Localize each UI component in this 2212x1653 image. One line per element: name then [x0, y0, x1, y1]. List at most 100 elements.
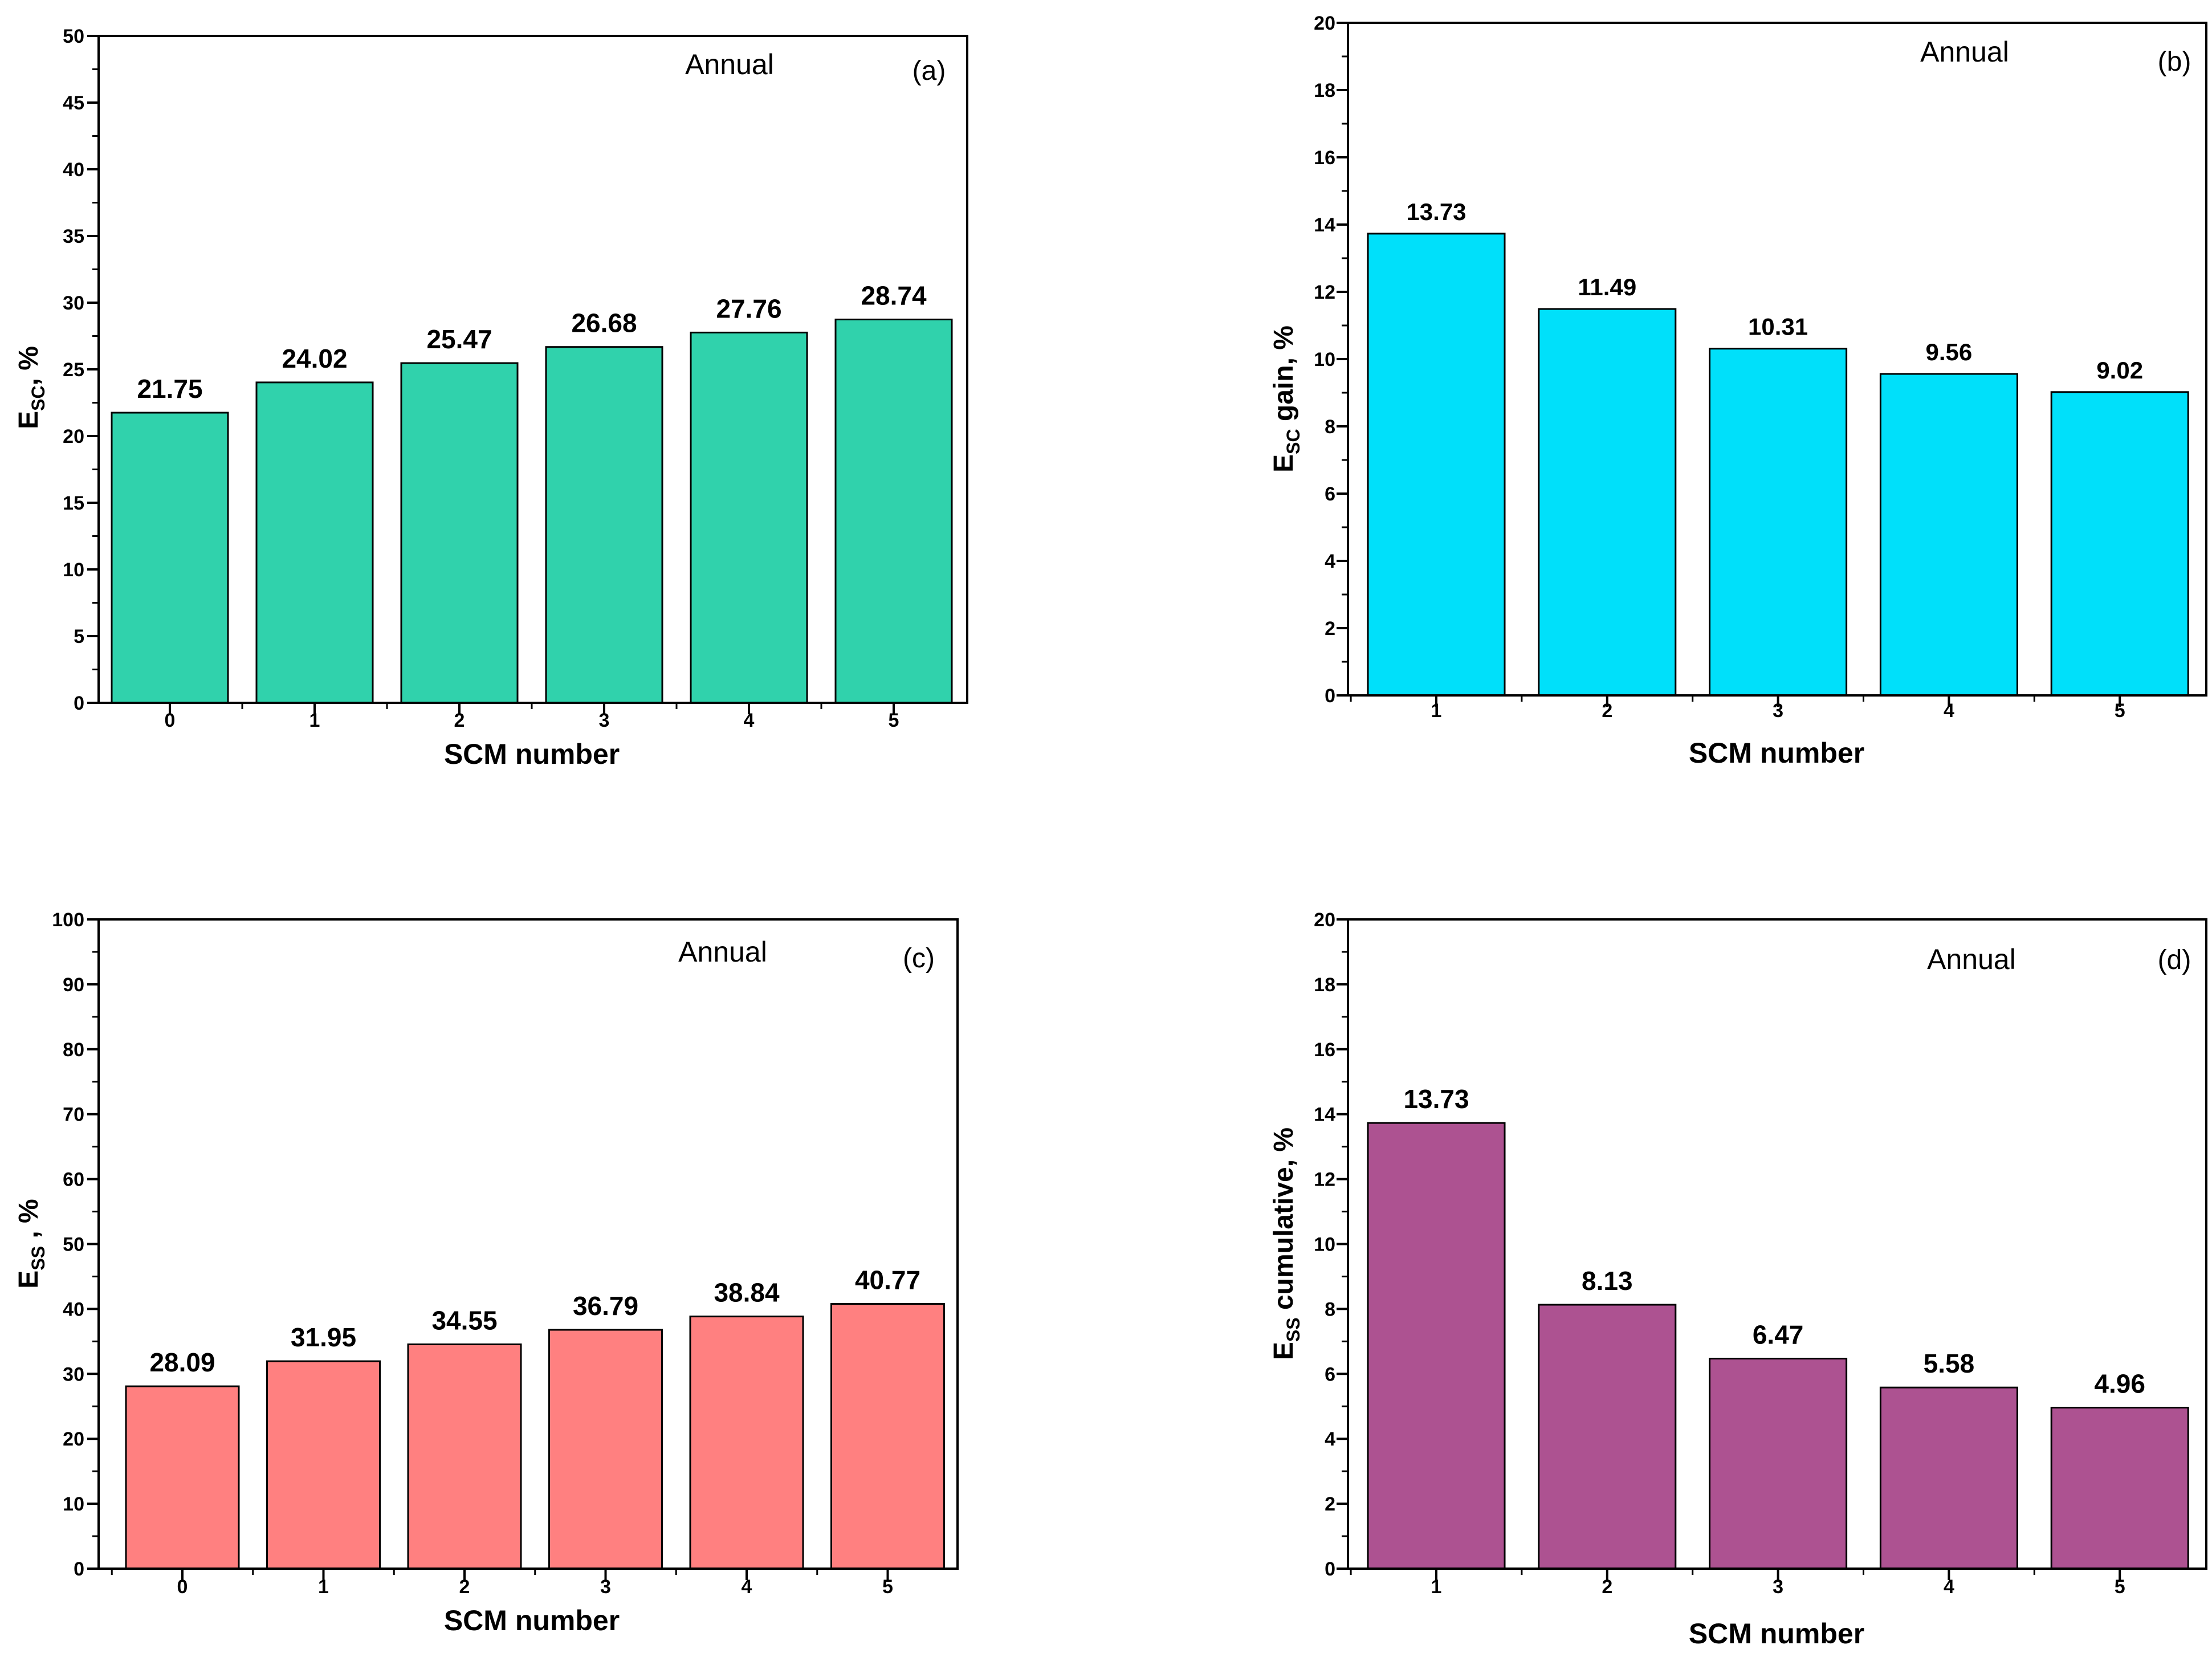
- y-axis-label-sub-b: SC: [1283, 429, 1303, 454]
- bar-d-2: [1538, 1304, 1677, 1570]
- y-tick-label-d: 8: [1325, 1298, 1335, 1320]
- y-tick-label-d: 0: [1325, 1558, 1335, 1580]
- y-tick-label-b: 20: [1314, 13, 1335, 34]
- y-axis-label-main-a: E: [14, 411, 44, 429]
- value-label-b-2: 11.49: [1578, 274, 1636, 300]
- bar-b-5: [2050, 391, 2189, 697]
- y-tick-label-c: 80: [63, 1039, 84, 1061]
- x-axis-label-b: SCM number: [1689, 737, 1864, 769]
- x-tick-label-a-2: 2: [454, 710, 465, 731]
- panel-label-b: (b): [2158, 47, 2191, 77]
- y-tick-label-c: 20: [63, 1428, 84, 1450]
- y-tick-label-c: 30: [63, 1363, 84, 1385]
- y-axis-label-rest-b: gain, %: [1269, 325, 1299, 429]
- y-tick-label-c: 60: [63, 1169, 84, 1191]
- y-tick-label-b: 6: [1325, 483, 1335, 505]
- y-axis-label-b: ESC gain, %: [1269, 325, 1303, 473]
- y-axis-label-rest-c: , %: [14, 1199, 44, 1246]
- bar-d-1: [1367, 1122, 1506, 1570]
- x-tick-label-a-3: 3: [599, 710, 610, 731]
- y-tick-label-d: 18: [1314, 974, 1335, 996]
- y-tick-label-a: 30: [63, 292, 84, 314]
- x-tick-label-b-5: 5: [2115, 700, 2125, 722]
- value-label-c-3: 36.79: [573, 1291, 638, 1321]
- y-axis-label-main-d: E: [1269, 1342, 1299, 1360]
- value-label-d-4: 5.58: [1924, 1349, 1975, 1378]
- value-label-a-3: 26.68: [571, 308, 637, 338]
- x-axis-label-c: SCM number: [444, 1605, 620, 1636]
- panel-label-c: (c): [903, 943, 935, 974]
- bar-c-4: [689, 1316, 804, 1570]
- y-tick-label-b: 0: [1325, 685, 1335, 707]
- x-tick-label-a-5: 5: [889, 710, 899, 731]
- y-tick-label-a: 25: [63, 359, 84, 381]
- x-tick-label-b-4: 4: [1944, 700, 1954, 722]
- y-tick-label-d: 4: [1325, 1428, 1335, 1450]
- y-axis-label-d: ESS cumulative, %: [1269, 1127, 1303, 1360]
- bar-d-5: [2050, 1407, 2189, 1570]
- bar-c-5: [830, 1303, 945, 1570]
- y-tick-label-c: 50: [63, 1234, 84, 1256]
- y-axis-label-main-b: E: [1269, 454, 1299, 473]
- y-tick-label-b: 8: [1325, 416, 1335, 438]
- bar-d-3: [1709, 1358, 1848, 1570]
- y-tick-label-d: 2: [1325, 1493, 1335, 1515]
- bar-c-2: [407, 1343, 522, 1570]
- y-tick-label-d: 12: [1314, 1169, 1335, 1191]
- chart-panel-c: 0 10 20 30 40 50 60 70 80 90 100 0 1 2 3 4 5 28.09 31.95 34…: [14, 909, 959, 1636]
- panel-label-a: (a): [912, 56, 946, 86]
- y-axis-label-c: ESS , %: [14, 1199, 48, 1288]
- x-tick-label-c-4: 4: [742, 1576, 752, 1598]
- value-label-d-2: 8.13: [1582, 1266, 1633, 1296]
- value-label-b-5: 9.02: [2096, 357, 2143, 384]
- value-label-d-1: 13.73: [1403, 1084, 1469, 1114]
- y-tick-label-d: 6: [1325, 1363, 1335, 1385]
- y-tick-label-b: 14: [1314, 214, 1335, 236]
- y-axis-label-main-c: E: [14, 1271, 44, 1289]
- bar-b-4: [1879, 373, 2018, 697]
- bar-a-1: [255, 381, 374, 704]
- x-tick-label-d-4: 4: [1944, 1576, 1954, 1598]
- annotation-a: Annual: [685, 48, 774, 80]
- value-label-c-1: 31.95: [291, 1322, 356, 1352]
- y-axis-label-a: ESC, %: [14, 346, 48, 429]
- y-axis-label-sub-a: SC: [28, 385, 48, 410]
- y-tick-label-a: 45: [63, 92, 84, 114]
- y-tick-label-d: 14: [1314, 1104, 1335, 1126]
- x-tick-label-d-3: 3: [1773, 1576, 1783, 1598]
- value-label-a-4: 27.76: [716, 294, 781, 323]
- x-axis-label-a: SCM number: [444, 738, 620, 770]
- annotation-d: Annual: [1927, 943, 2016, 975]
- y-tick-label-d: 10: [1314, 1234, 1335, 1256]
- y-tick-label-b: 18: [1314, 80, 1335, 101]
- x-tick-label-d-2: 2: [1602, 1576, 1612, 1598]
- x-tick-label-b-1: 1: [1431, 700, 1442, 722]
- value-label-c-0: 28.09: [149, 1347, 215, 1377]
- value-label-b-4: 9.56: [1926, 339, 1973, 365]
- y-axis-label-rest-d: cumulative, %: [1269, 1127, 1299, 1317]
- y-tick-label-c: 90: [63, 974, 84, 996]
- bar-a-0: [111, 412, 229, 704]
- y-tick-label-b: 2: [1325, 618, 1335, 640]
- y-tick-label-b: 12: [1314, 282, 1335, 303]
- bar-b-3: [1709, 348, 1848, 697]
- x-tick-label-c-1: 1: [318, 1576, 329, 1598]
- y-tick-label-d: 20: [1314, 909, 1335, 931]
- y-tick-label-a: 0: [74, 693, 84, 714]
- value-label-c-2: 34.55: [431, 1305, 497, 1335]
- value-label-c-4: 38.84: [714, 1278, 780, 1308]
- x-tick-label-b-2: 2: [1602, 700, 1612, 722]
- y-tick-label-b: 4: [1325, 551, 1335, 572]
- value-label-a-1: 24.02: [282, 344, 347, 373]
- y-tick-label-a: 15: [63, 492, 84, 514]
- x-tick-label-a-4: 4: [744, 710, 755, 731]
- value-label-c-5: 40.77: [855, 1265, 920, 1295]
- annotation-b: Annual: [1920, 36, 2009, 68]
- bar-d-4: [1879, 1386, 2018, 1570]
- x-tick-label-d-1: 1: [1431, 1576, 1442, 1598]
- annotation-c: Annual: [678, 936, 767, 968]
